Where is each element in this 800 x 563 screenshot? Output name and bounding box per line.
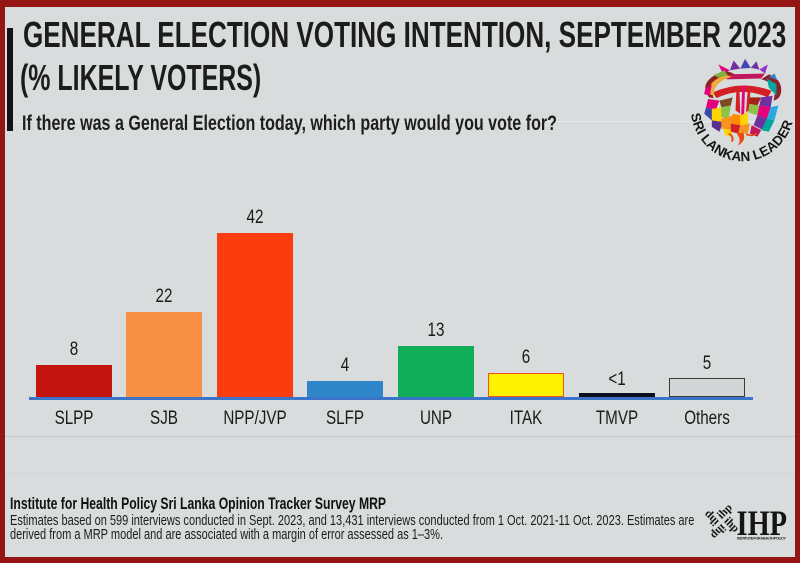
svg-text:INSTITUTE FOR HEALTH POLICY: INSTITUTE FOR HEALTH POLICY — [737, 536, 786, 541]
svg-text:IHP: IHP — [737, 504, 788, 544]
